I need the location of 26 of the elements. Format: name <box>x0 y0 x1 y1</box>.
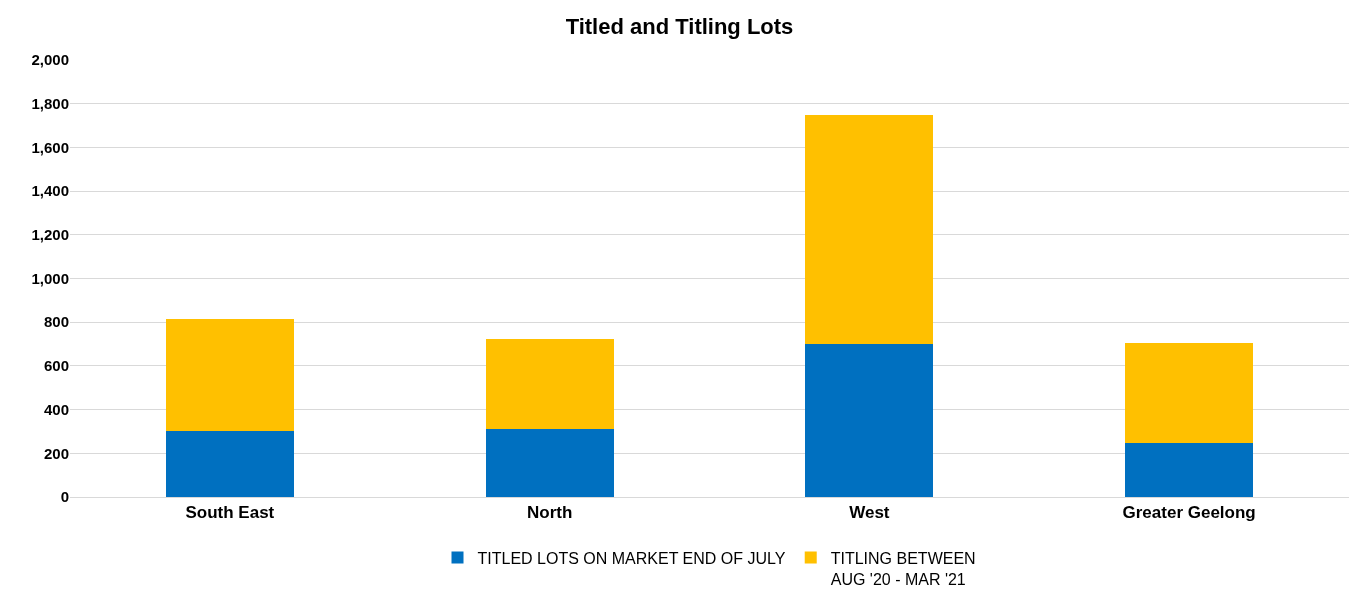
bar <box>165 318 294 432</box>
y-tick-label: 200 <box>43 444 69 462</box>
y-tick-label: 1,800 <box>31 94 69 112</box>
y-tick-label: 2,000 <box>31 51 69 69</box>
y-tick-label: 400 <box>43 400 69 418</box>
bar <box>165 431 294 497</box>
y-tick-label: 600 <box>43 357 69 375</box>
bar <box>1125 443 1254 497</box>
chart-title: Titled and Titling Lots <box>565 13 794 39</box>
y-tick-label: 1,400 <box>31 182 69 200</box>
x-tick-label: South East <box>185 503 275 523</box>
x-tick-label: Greater Geelong <box>1122 503 1256 523</box>
bar <box>805 114 934 345</box>
legend-label: TITLED LOTS ON MARKET END OF JULY <box>477 549 786 567</box>
bar <box>805 344 934 497</box>
y-tick-label: 800 <box>43 313 69 331</box>
y-tick-label: 1,000 <box>31 269 69 287</box>
y-tick-label: 0 <box>60 488 69 506</box>
bar <box>485 429 614 497</box>
x-tick-label: North <box>526 503 573 523</box>
legend-label: TITLING BETWEEN AUG '20 - MAR '21 <box>830 549 976 588</box>
y-tick-label: 1,600 <box>31 138 69 156</box>
x-tick-label: West <box>849 503 890 523</box>
bar <box>1125 342 1254 444</box>
y-tick-label: 1,200 <box>31 226 69 244</box>
bar <box>485 338 614 430</box>
